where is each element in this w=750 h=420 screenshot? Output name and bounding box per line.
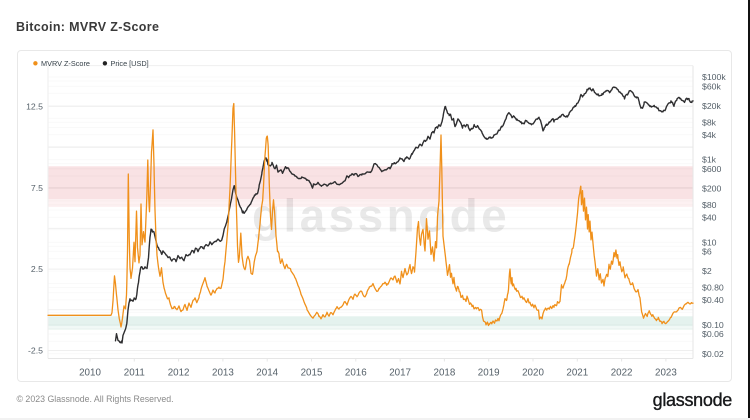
svg-text:$10: $10 bbox=[702, 237, 717, 247]
svg-text:2011: 2011 bbox=[124, 368, 145, 379]
svg-text:2013: 2013 bbox=[212, 368, 234, 379]
svg-text:$0.10: $0.10 bbox=[702, 320, 724, 330]
svg-text:2023: 2023 bbox=[655, 368, 677, 379]
svg-text:2012: 2012 bbox=[168, 368, 190, 379]
svg-text:2015: 2015 bbox=[301, 368, 323, 379]
svg-text:2018: 2018 bbox=[434, 368, 456, 379]
svg-text:2010: 2010 bbox=[79, 368, 101, 379]
svg-text:$0.06: $0.06 bbox=[702, 329, 724, 339]
svg-text:$600: $600 bbox=[702, 164, 721, 174]
svg-text:$0.40: $0.40 bbox=[702, 295, 724, 305]
svg-text:-2.5: -2.5 bbox=[28, 346, 43, 356]
svg-text:2022: 2022 bbox=[611, 368, 633, 379]
svg-text:2014: 2014 bbox=[256, 368, 278, 379]
svg-text:2019: 2019 bbox=[478, 368, 500, 379]
svg-text:$4k: $4k bbox=[702, 130, 717, 140]
svg-text:$6: $6 bbox=[702, 247, 712, 257]
svg-text:2020: 2020 bbox=[522, 368, 544, 379]
svg-text:$60k: $60k bbox=[702, 81, 721, 91]
svg-text:MVRV Z-Score: MVRV Z-Score bbox=[41, 59, 90, 68]
svg-text:$8k: $8k bbox=[702, 117, 717, 127]
svg-text:2017: 2017 bbox=[389, 368, 411, 379]
svg-text:2021: 2021 bbox=[566, 368, 588, 379]
svg-text:$20k: $20k bbox=[702, 101, 721, 111]
svg-text:$1k: $1k bbox=[702, 155, 717, 165]
svg-text:$40: $40 bbox=[702, 213, 717, 223]
svg-text:glassnode: glassnode bbox=[252, 190, 510, 242]
svg-text:2016: 2016 bbox=[345, 368, 367, 379]
svg-text:Price [USD]: Price [USD] bbox=[111, 59, 149, 68]
svg-text:2.5: 2.5 bbox=[31, 264, 43, 274]
svg-text:$200: $200 bbox=[702, 184, 721, 194]
svg-text:12.5: 12.5 bbox=[26, 101, 43, 111]
svg-text:$80: $80 bbox=[702, 200, 717, 210]
svg-text:$0.02: $0.02 bbox=[702, 349, 724, 359]
svg-text:$2: $2 bbox=[702, 266, 712, 276]
svg-text:$100k: $100k bbox=[702, 72, 726, 82]
svg-text:7.5: 7.5 bbox=[31, 183, 43, 193]
svg-text:$0.80: $0.80 bbox=[702, 283, 724, 293]
